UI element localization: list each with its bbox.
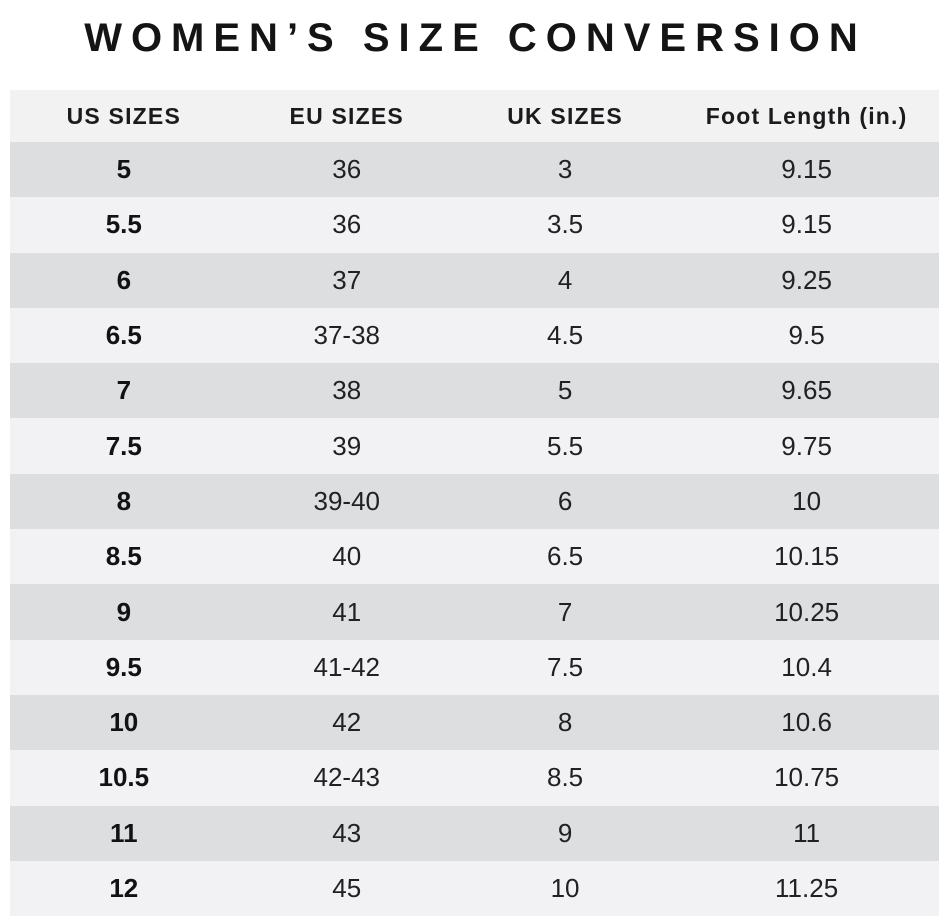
cell-eu-size: 36 xyxy=(237,142,456,198)
cell-uk-size: 8 xyxy=(455,694,675,751)
cell-uk-size: 7.5 xyxy=(455,639,675,695)
cell-us-size: 6.5 xyxy=(10,307,238,364)
cell-us-size: 5.5 xyxy=(10,197,238,253)
cell-uk-size: 6 xyxy=(455,473,675,530)
cell-foot-length: 9.75 xyxy=(674,418,939,474)
table-row: 5 36 3 9.15 xyxy=(10,142,939,198)
cell-foot-length: 11.25 xyxy=(674,860,939,917)
cell-eu-size: 40 xyxy=(237,529,456,585)
cell-foot-length: 10.75 xyxy=(674,750,939,806)
cell-uk-size: 4.5 xyxy=(455,307,675,364)
header-row: US SIZES EU SIZES UK SIZES Foot Length (… xyxy=(10,90,939,142)
table-row: 5.5 36 3.5 9.15 xyxy=(10,197,939,253)
cell-foot-length: 9.65 xyxy=(674,363,939,419)
cell-us-size: 10.5 xyxy=(10,750,238,806)
cell-foot-length: 10.15 xyxy=(674,529,939,585)
table-row: 9.5 41-42 7.5 10.4 xyxy=(10,639,939,695)
cell-us-size: 11 xyxy=(10,805,238,861)
cell-us-size: 9 xyxy=(10,584,238,640)
cell-eu-size: 43 xyxy=(237,805,456,861)
table-row: 9 41 7 10.25 xyxy=(10,584,939,640)
cell-us-size: 10 xyxy=(10,694,238,751)
cell-us-size: 9.5 xyxy=(10,639,238,695)
table-row: 7.5 39 5.5 9.75 xyxy=(10,418,939,474)
cell-uk-size: 8.5 xyxy=(455,750,675,806)
cell-us-size: 7 xyxy=(10,363,238,419)
cell-uk-size: 5 xyxy=(455,363,675,419)
page-title: WOMEN’S SIZE CONVERSION xyxy=(84,16,867,60)
cell-foot-length: 10.25 xyxy=(674,584,939,640)
cell-uk-size: 3 xyxy=(455,142,675,198)
cell-us-size: 5 xyxy=(10,142,238,198)
header-eu-sizes: EU SIZES xyxy=(237,90,456,142)
cell-eu-size: 42 xyxy=(237,694,456,751)
table-row: 6.5 37-38 4.5 9.5 xyxy=(10,307,939,364)
cell-foot-length: 9.5 xyxy=(674,307,939,364)
cell-eu-size: 39 xyxy=(237,418,456,474)
cell-foot-length: 10 xyxy=(674,473,939,530)
cell-foot-length: 10.4 xyxy=(674,639,939,695)
cell-eu-size: 41 xyxy=(237,584,456,640)
cell-us-size: 7.5 xyxy=(10,418,238,474)
cell-us-size: 12 xyxy=(10,860,238,917)
header-us-sizes: US SIZES xyxy=(10,90,238,142)
cell-eu-size: 41-42 xyxy=(237,639,456,695)
cell-foot-length: 9.15 xyxy=(674,197,939,253)
size-conversion-table: US SIZES EU SIZES UK SIZES Foot Length (… xyxy=(10,90,939,917)
cell-eu-size: 37 xyxy=(237,252,456,308)
table-row: 6 37 4 9.25 xyxy=(10,252,939,308)
cell-us-size: 8 xyxy=(10,473,238,530)
cell-uk-size: 6.5 xyxy=(455,529,675,585)
cell-eu-size: 45 xyxy=(237,860,456,917)
cell-uk-size: 9 xyxy=(455,805,675,861)
cell-uk-size: 7 xyxy=(455,584,675,640)
cell-uk-size: 5.5 xyxy=(455,418,675,474)
cell-us-size: 8.5 xyxy=(10,529,238,585)
table-row: 10.5 42-43 8.5 10.75 xyxy=(10,750,939,806)
cell-eu-size: 42-43 xyxy=(237,750,456,806)
table-row: 8.5 40 6.5 10.15 xyxy=(10,529,939,585)
cell-eu-size: 36 xyxy=(237,197,456,253)
cell-foot-length: 11 xyxy=(674,805,939,861)
header-foot-length: Foot Length (in.) xyxy=(674,90,939,142)
table-row: 11 43 9 11 xyxy=(10,805,939,861)
cell-eu-size: 39-40 xyxy=(237,473,456,530)
table-row: 8 39-40 6 10 xyxy=(10,473,939,530)
header-uk-sizes: UK SIZES xyxy=(455,90,675,142)
cell-uk-size: 10 xyxy=(455,860,675,917)
cell-eu-size: 37-38 xyxy=(237,307,456,364)
cell-foot-length: 10.6 xyxy=(674,694,939,751)
table-row: 10 42 8 10.6 xyxy=(10,694,939,751)
cell-uk-size: 4 xyxy=(455,252,675,308)
cell-uk-size: 3.5 xyxy=(455,197,675,253)
cell-foot-length: 9.25 xyxy=(674,252,939,308)
cell-eu-size: 38 xyxy=(237,363,456,419)
cell-us-size: 6 xyxy=(10,252,238,308)
table-row: 7 38 5 9.65 xyxy=(10,363,939,419)
table-row: 12 45 10 11.25 xyxy=(10,860,939,917)
cell-foot-length: 9.15 xyxy=(674,142,939,198)
